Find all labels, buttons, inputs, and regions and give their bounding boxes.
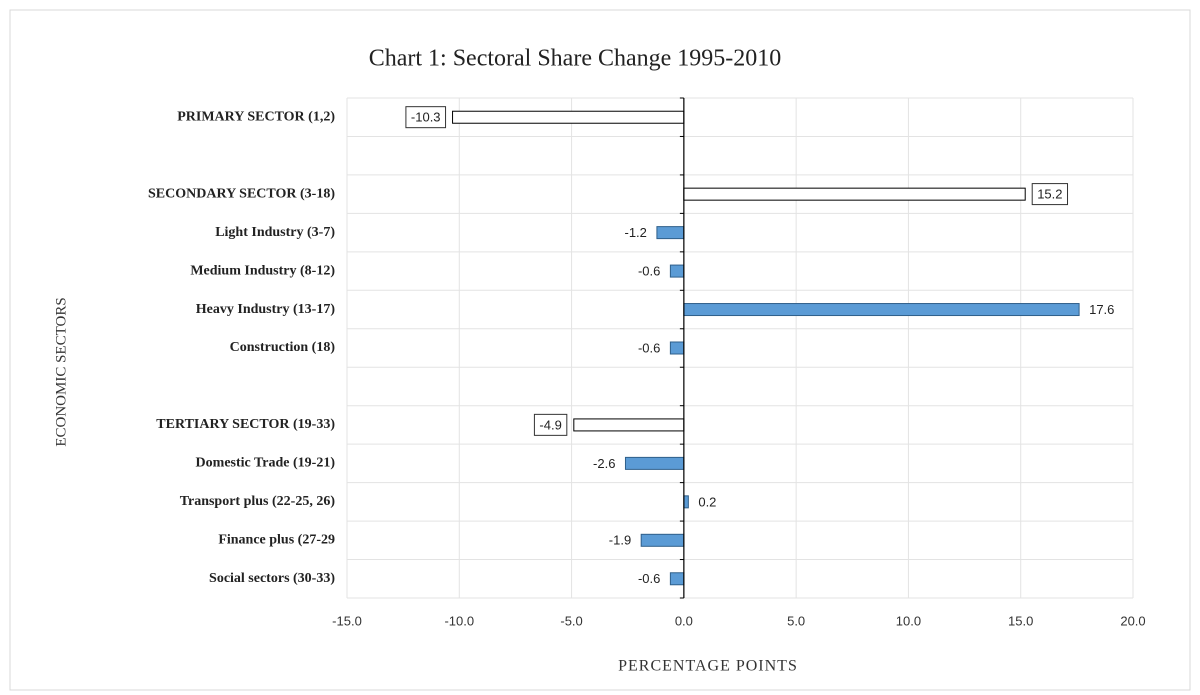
bar [683,303,1080,317]
y-tick-label: Finance plus (27-29 [218,533,335,548]
y-tick-label: SECONDARY SECTOR (3-18) [148,186,335,201]
data-label: -10.3 [411,110,441,125]
bar [624,456,685,470]
y-tick-label: Construction (18) [230,340,336,355]
x-tick-label: -10.0 [444,613,474,628]
data-label: -0.6 [638,571,660,586]
x-tick-label: 5.0 [787,613,805,628]
bar [683,187,1026,201]
bar [656,226,685,240]
bar [452,110,685,124]
y-tick-label: Transport plus (22-25, 26) [180,494,336,509]
x-tick-label: -15.0 [332,613,362,628]
x-tick-label: 0.0 [675,613,693,628]
y-tick-label: Domestic Trade (19-21) [196,456,336,471]
y-tick-label: Social sectors (30-33) [209,571,335,586]
x-tick-label: 20.0 [1120,613,1145,628]
x-tick-label: 10.0 [896,613,921,628]
data-label-box [405,106,447,129]
bar [640,533,685,547]
data-label: -4.9 [539,417,561,432]
x-tick-label: 15.0 [1008,613,1033,628]
data-label: 17.6 [1089,302,1114,317]
data-label-box [1031,183,1069,206]
y-tick-label: Medium Industry (8-12) [190,263,335,278]
bar [669,264,685,278]
data-label: 0.2 [698,494,716,509]
data-label: -2.6 [593,456,615,471]
data-label: -0.6 [638,340,660,355]
y-axis-label: ECONOMIC SECTORS [53,297,69,446]
y-tick-label: Heavy Industry (13-17) [196,302,336,317]
data-label: 15.2 [1037,187,1062,202]
y-tick-label: Light Industry (3-7) [215,225,335,240]
bar [683,495,689,509]
data-label-box [533,413,568,436]
data-label: -0.6 [638,264,660,279]
y-tick-label: PRIMARY SECTOR (1,2) [177,109,335,124]
bar [573,418,685,432]
data-label: -1.2 [625,225,647,240]
y-tick-label: TERTIARY SECTOR (19-33) [156,417,335,432]
x-axis-label: PERCENTAGE POINTS [618,658,798,675]
bar [669,341,685,355]
bar [669,572,685,586]
x-tick-label: -5.0 [560,613,582,628]
chart-title: Chart 1: Sectoral Share Change 1995-2010 [369,46,782,72]
data-label: -1.9 [609,533,631,548]
